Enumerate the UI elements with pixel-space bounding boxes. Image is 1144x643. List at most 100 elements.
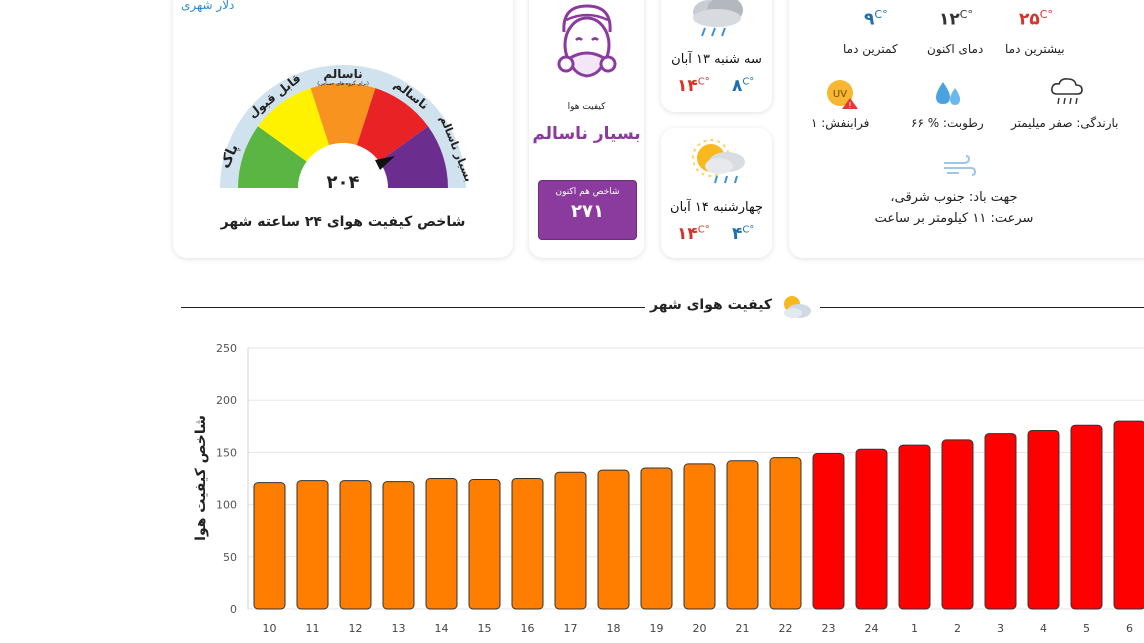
bar	[1027, 429, 1060, 610]
gauge-outer-band	[220, 65, 466, 188]
y-tick-label: 50	[223, 551, 237, 564]
bar	[511, 478, 544, 610]
max-temp-value: ۲۵	[1019, 9, 1040, 30]
x-tick-label: 20	[693, 622, 707, 635]
max-temp-label: بیشترین دما	[1005, 42, 1065, 56]
gauge-sector-acceptable	[258, 88, 330, 162]
x-tick-label: 4	[1040, 622, 1047, 635]
x-tick-label: 14	[435, 622, 449, 635]
min-temp-unit: C°	[874, 8, 888, 21]
forecast-max-unit: C°	[697, 76, 710, 88]
x-tick-label: 21	[736, 622, 750, 635]
humidity-icon	[936, 82, 960, 105]
gauge-needle	[375, 156, 395, 170]
forecast-min: ۴	[731, 224, 743, 244]
weather-details-card: ۲۵C° ۱۲C° ۹C° بیشترین دما دمای اکنون کمت…	[789, 0, 1144, 258]
rain-icon	[1051, 78, 1083, 105]
x-tick-label: 19	[650, 622, 664, 635]
min-temp-label: کمترین دما	[843, 42, 898, 56]
forecast-max-unit: C°	[697, 224, 710, 236]
current-index-label: شاخص هم اکنون	[555, 187, 620, 197]
bar	[855, 448, 888, 610]
forecast-card-2: چهارشنبه ۱۴ آبان ۱۴C° ۴C°	[661, 128, 772, 258]
x-tick-label: 24	[865, 622, 879, 635]
x-tick-label: 17	[564, 622, 578, 635]
svg-text:!: !	[848, 101, 851, 110]
x-tick-label: 5	[1083, 622, 1090, 635]
rain-amount: بارندگی: صفر میلیمتر	[1011, 116, 1119, 130]
forecast-max: ۱۴	[677, 76, 698, 96]
forecast-day: چهارشنبه ۱۴ آبان	[670, 200, 763, 215]
current-temp: ۱۲C°	[939, 8, 973, 29]
bar	[339, 480, 372, 610]
uv-icon: UV !	[827, 80, 858, 110]
sun-cloud-icon	[784, 296, 811, 318]
current-temp-unit: C°	[959, 8, 973, 21]
forecast-temps: ۱۴C° ۸C°	[677, 76, 767, 96]
bar	[296, 480, 329, 610]
bar	[726, 460, 759, 610]
section-divider-left	[181, 307, 645, 308]
forecast-min-unit: C°	[742, 224, 755, 236]
bar	[812, 452, 845, 610]
bar	[382, 481, 415, 610]
x-tick-label: 10	[263, 622, 277, 635]
x-tick-label: 3	[997, 622, 1004, 635]
uv-badge: UV	[833, 89, 847, 100]
bar	[597, 469, 630, 610]
y-axis-label: شاخص کیفیت هوا	[193, 415, 209, 541]
x-tick-label: 18	[607, 622, 621, 635]
current-temp-label: دمای اکنون	[927, 42, 984, 56]
bar	[554, 471, 587, 610]
x-tick-label: 6	[1126, 622, 1133, 635]
uv-index: فرابنفش: ۱	[811, 116, 870, 130]
bar	[253, 482, 286, 610]
wind-direction: جهت باد: جنوب شرقی،	[890, 190, 1018, 205]
section-divider-right	[820, 307, 1144, 308]
x-tick-label: 2	[954, 622, 961, 635]
bar	[1113, 420, 1144, 610]
wind-speed: سرعت: ۱۱ کیلومتر بر ساعت	[874, 211, 1034, 226]
forecast-max: ۱۴	[677, 224, 698, 244]
gauge-sector-clean	[237, 126, 307, 188]
x-tick-label: 22	[779, 622, 793, 635]
x-tick-label: 13	[392, 622, 406, 635]
bar	[425, 478, 458, 610]
bar	[468, 479, 501, 610]
aqi-gauge: پاک قابل قبول ناسالم (برای گروه های حساس…	[217, 65, 475, 193]
current-index-value: ۲۷۱	[571, 201, 604, 222]
y-tick-label: 0	[230, 603, 237, 616]
min-temp-value: ۹	[864, 9, 875, 30]
x-tick-label: 12	[349, 622, 363, 635]
y-tick-label: 250	[216, 342, 237, 355]
forecast-day: سه شنبه ۱۳ آبان	[671, 52, 762, 67]
gauge-sector-very-unhealthy	[379, 126, 449, 188]
forecast-min: ۸	[731, 76, 743, 96]
section-title: کیفیت هوای شهر	[650, 297, 773, 313]
air-quality-label: کیفیت هوا	[567, 102, 606, 112]
x-tick-label: 15	[478, 622, 492, 635]
top-link[interactable]: دلار شهری	[181, 0, 235, 12]
y-tick-label: 100	[216, 499, 237, 512]
max-temp-unit: C°	[1039, 8, 1053, 21]
bar	[898, 444, 931, 610]
forecast-card-1: سه شنبه ۱۳ آبان ۱۴C° ۸C°	[661, 0, 772, 112]
wind-icon	[944, 155, 977, 176]
mask-face-icon	[557, 4, 617, 78]
sun-rain-icon	[692, 139, 745, 184]
aqi-gauge-card: دلار شهری پاک قابل قبول ناسالم (برای گرو…	[173, 0, 513, 258]
forecast-min-unit: C°	[742, 76, 755, 88]
air-quality-status: بسیار ناسالم	[532, 124, 641, 144]
bar	[683, 463, 716, 610]
gauge-caption: شاخص کیفیت هوای ۲۴ ساعته شهر	[220, 214, 466, 230]
x-tick-label: 23	[822, 622, 836, 635]
gauge-label-unhealthy-sensitive-sub: (برای گروه های حساس)	[317, 80, 369, 87]
current-index-box: شاخص هم اکنون ۲۷۱	[538, 180, 637, 240]
humidity: رطوبت: % ۶۶	[911, 116, 984, 130]
bar	[769, 457, 802, 610]
x-tick-label: 11	[306, 622, 320, 635]
rain-cloud-icon	[693, 0, 743, 37]
x-tick-label: 16	[521, 622, 535, 635]
bar	[984, 433, 1017, 610]
gauge-value: ۲۰۴	[327, 172, 360, 193]
